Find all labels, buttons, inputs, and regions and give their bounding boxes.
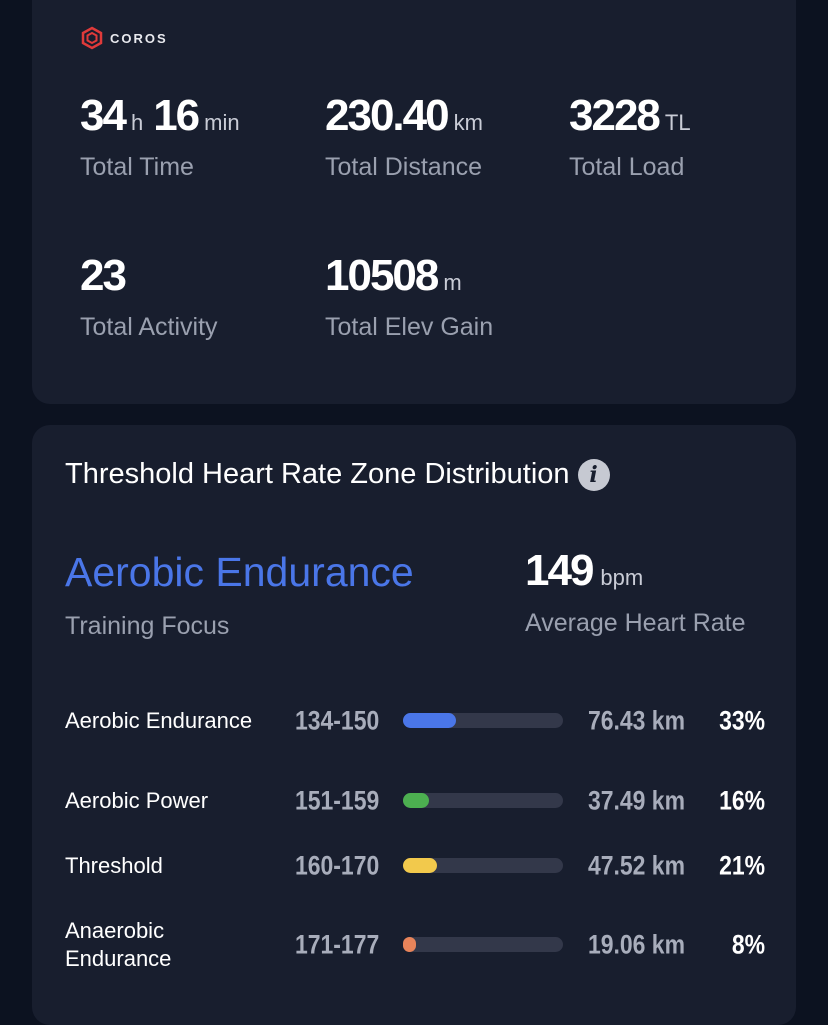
stat-total-time: 34 h 16 min Total Time	[80, 92, 250, 182]
zone-distance: 47.52 km	[588, 850, 685, 881]
total-load-unit: TL	[664, 110, 691, 135]
total-distance-label: Total Distance	[325, 153, 483, 181]
zone-distance: 76.43 km	[588, 705, 685, 736]
zone-range: 151-159	[295, 785, 380, 816]
zone-bar-track	[403, 713, 563, 728]
zone-name: Threshold	[65, 853, 163, 878]
stat-total-load: 3228 TL Total Load	[569, 92, 701, 182]
section-title: Threshold Heart Rate Zone Distribution	[65, 458, 570, 490]
zone-bar-track	[403, 858, 563, 873]
zone-row-anaerobic-endurance: Anaerobic Endurance 171-177 19.06 km 8%	[65, 915, 765, 975]
total-activity-value: 23	[80, 251, 127, 300]
training-focus-label: Training Focus	[65, 612, 230, 640]
training-focus-value: Aerobic Endurance	[65, 549, 414, 595]
brand-name: COROS	[110, 30, 168, 46]
zone-range: 134-150	[295, 705, 380, 736]
summary-card	[32, 0, 796, 404]
stat-total-elev-gain: 10508 m Total Elev Gain	[325, 252, 493, 342]
total-time-minutes: 16	[153, 91, 200, 140]
zone-name: Aerobic Power	[65, 788, 209, 813]
zone-percent: 8%	[731, 929, 765, 960]
zone-bar-fill	[403, 793, 429, 808]
coros-logo: COROS	[80, 26, 168, 50]
zone-row-aerobic-power: Aerobic Power 151-159 37.49 km 16%	[65, 771, 765, 831]
zone-distance: 37.49 km	[588, 785, 685, 816]
zone-percent: 16%	[719, 785, 765, 816]
total-distance-value: 230.40	[325, 91, 450, 140]
total-time-minutes-unit: min	[204, 110, 240, 135]
total-time-hours-unit: h	[130, 110, 144, 135]
total-distance-unit: km	[453, 110, 483, 135]
zone-percent: 21%	[719, 850, 765, 881]
stat-total-activity: 23 Total Activity	[80, 252, 218, 342]
total-time-hours: 34	[80, 91, 127, 140]
zone-distribution-header: Threshold Heart Rate Zone Distribution i	[65, 458, 610, 491]
zone-row-aerobic-endurance: Aerobic Endurance 134-150 76.43 km 33%	[65, 691, 765, 751]
info-icon[interactable]: i	[577, 458, 610, 491]
coros-logo-icon	[81, 26, 103, 50]
zone-name: Anaerobic Endurance	[65, 918, 172, 971]
zone-bar-track	[403, 793, 563, 808]
total-elev-gain-unit: m	[443, 270, 462, 295]
zone-distance: 19.06 km	[588, 929, 685, 960]
total-elev-gain-value: 10508	[325, 251, 439, 300]
average-heart-rate-unit: bpm	[600, 565, 644, 590]
zone-row-threshold: Threshold 160-170 47.52 km 21%	[65, 836, 765, 896]
zone-bar-track	[403, 937, 563, 952]
zone-range: 160-170	[295, 850, 380, 881]
zone-percent: 33%	[719, 705, 765, 736]
zone-range: 171-177	[295, 929, 380, 960]
zone-bar-fill	[403, 937, 416, 952]
training-focus: Aerobic Endurance Training Focus	[65, 548, 414, 641]
stat-total-distance: 230.40 km Total Distance	[325, 92, 493, 182]
total-load-label: Total Load	[569, 153, 685, 181]
total-elev-gain-label: Total Elev Gain	[325, 313, 494, 341]
average-heart-rate-value: 149	[525, 546, 594, 595]
total-activity-label: Total Activity	[80, 313, 218, 341]
zone-bar-fill	[403, 713, 456, 728]
zone-bar-fill	[403, 858, 437, 873]
total-time-label: Total Time	[80, 153, 194, 181]
average-heart-rate-label: Average Heart Rate	[525, 609, 746, 637]
total-load-value: 3228	[569, 91, 661, 140]
average-heart-rate: 149 bpm Average Heart Rate	[525, 545, 746, 638]
zone-name: Aerobic Endurance	[65, 708, 253, 733]
